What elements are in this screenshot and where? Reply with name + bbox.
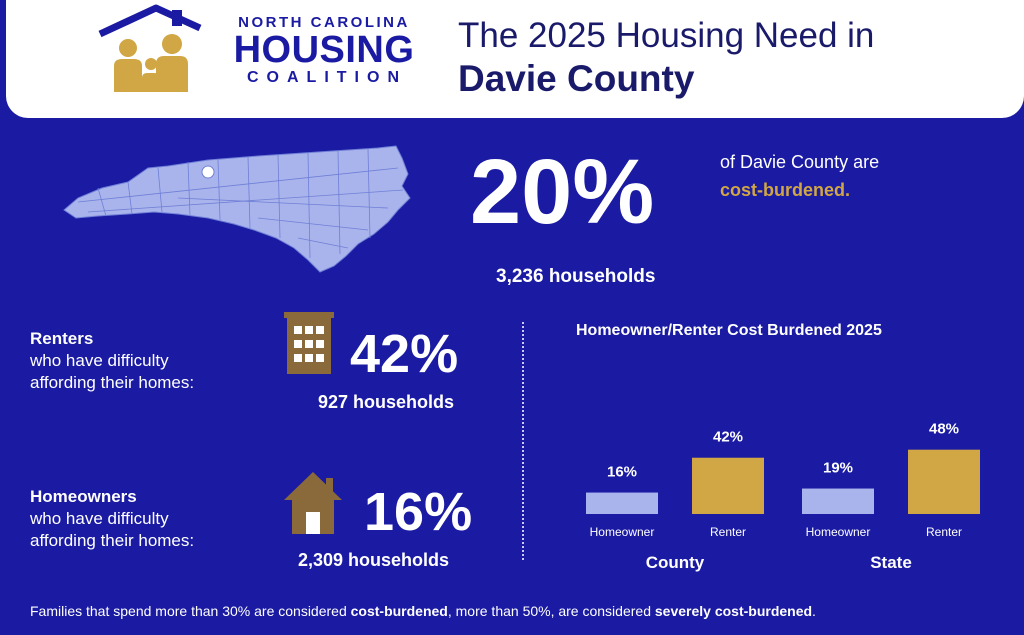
cost-burdened-text: of Davie County are [720, 152, 880, 172]
logo-line2: HOUSING [233, 29, 415, 71]
data-label: 48% [929, 421, 959, 438]
cost-burdened-bar-chart: 16% Homeowner 42% Renter County 19% Homeowner 4… [586, 421, 980, 572]
renters-label: Renters who have difficulty affording th… [30, 328, 194, 394]
county-cost-burdened-percent: 20% [470, 141, 655, 243]
renters-label-line2: affording their homes: [30, 373, 195, 392]
chart-title: Homeowner/Renter Cost Burdened 2025 [576, 322, 882, 339]
x-tick-label: Renter [926, 525, 962, 539]
page-title-line1: The 2025 Housing Need in [458, 16, 875, 55]
footer-text-3: . [812, 603, 816, 619]
bar-county-renter [692, 457, 764, 514]
homeowners-label-title: Homeowners [30, 487, 137, 506]
x-tick-label: Homeowner [590, 525, 655, 539]
logo-line1: NORTH CAROLINA [238, 14, 410, 31]
bar-state-renter [908, 449, 980, 514]
homeowners-percent: 16% [364, 482, 473, 542]
renters-label-line1: who have difficulty [30, 351, 169, 370]
section-divider [522, 322, 524, 560]
logo-line3: COALITION [247, 69, 407, 86]
footer-text-2: , more than 50%, are considered [447, 603, 655, 619]
group-label: State [870, 553, 912, 572]
north-carolina-map-icon [63, 145, 411, 273]
header-banner: NORTH CAROLINA HOUSING COALITION The 202… [6, 0, 1024, 118]
footer-term-cost-burdened: cost-burdened [350, 603, 448, 619]
group-label: County [646, 553, 705, 572]
homeowners-households: 2,309 households [298, 550, 450, 570]
data-label: 19% [823, 460, 853, 477]
bar-state-homeowner [802, 488, 874, 514]
homeowners-label-line2: affording their homes: [30, 531, 195, 550]
total-households: 3,236 households [496, 266, 656, 287]
x-tick-label: Homeowner [806, 525, 871, 539]
homeowners-label: Homeowners who have difficulty affording… [30, 486, 194, 552]
renters-percent: 42% [350, 324, 459, 384]
renters-households: 927 households [318, 392, 455, 412]
davie-county-marker [201, 165, 215, 179]
cost-burdened-highlight: cost-burdened. [720, 180, 851, 200]
footer-text-1: Families that spend more than 30% are co… [30, 603, 351, 619]
house-icon [284, 472, 342, 534]
data-label: 16% [607, 464, 637, 481]
bar-county-homeowner [586, 492, 658, 514]
footer-term-severely: severely cost-burdened [654, 603, 813, 619]
x-tick-label: Renter [710, 525, 746, 539]
homeowners-label-line1: who have difficulty [30, 509, 169, 528]
footer-note: Families that spend more than 30% are co… [30, 603, 816, 619]
logo-icon [98, 4, 202, 92]
apartment-building-icon [284, 312, 334, 374]
data-label: 42% [713, 429, 743, 446]
logo-wordmark: NORTH CAROLINA HOUSING COALITION [224, 14, 424, 87]
page-title-county: Davie County [458, 58, 695, 99]
renters-label-title: Renters [30, 329, 94, 348]
